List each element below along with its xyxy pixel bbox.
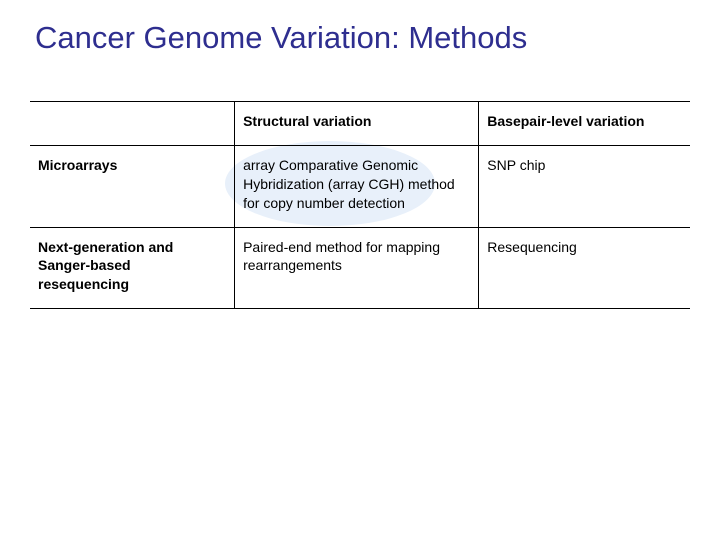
cell-nextgen-structural: Paired-end method for mapping rearrangem… [235,227,479,309]
col-header-structural: Structural variation [235,102,479,146]
page-title: Cancer Genome Variation: Methods [35,20,690,56]
cell-microarrays-structural: array Comparative Genomic Hybridization … [235,145,479,227]
table-header-row: Structural variation Basepair-level vari… [30,102,690,146]
row-header-microarrays: Microarrays [30,145,235,227]
col-header-basepair: Basepair-level variation [479,102,690,146]
table-row: Next-generation and Sanger-based reseque… [30,227,690,309]
slide-container: Cancer Genome Variation: Methods Structu… [0,0,720,540]
row-header-nextgen: Next-generation and Sanger-based reseque… [30,227,235,309]
col-header-empty [30,102,235,146]
cell-nextgen-basepair: Resequencing [479,227,690,309]
cell-microarrays-basepair: SNP chip [479,145,690,227]
table-wrapper: Structural variation Basepair-level vari… [30,101,690,309]
methods-table: Structural variation Basepair-level vari… [30,101,690,309]
table-row: Microarrays array Comparative Genomic Hy… [30,145,690,227]
